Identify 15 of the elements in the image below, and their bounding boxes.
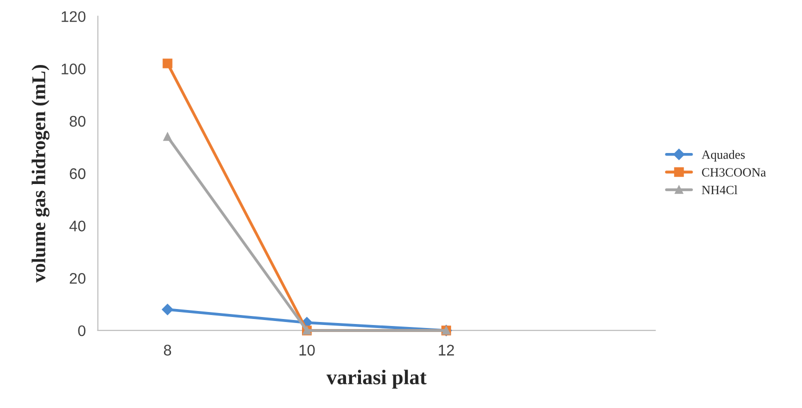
legend-label: Aquades (702, 150, 745, 162)
y-axis-title: volume gas hidrogen (mL) (32, 65, 50, 283)
legend-label: CH3COONa (702, 168, 766, 177)
legend-label: NH4Cl (702, 185, 738, 194)
y-tick-label: 0 (78, 325, 86, 336)
y-tick-label: 20 (70, 272, 86, 284)
x-tick-label: 10 (300, 344, 315, 356)
y-tick-label: 60 (70, 168, 86, 180)
y-tick-label: 100 (62, 64, 86, 74)
x-tick-label: 12 (438, 344, 454, 356)
x-tick-label: 8 (164, 344, 172, 356)
y-tick-label: 80 (70, 116, 86, 127)
x-axis-title: variasi plat (326, 370, 427, 389)
y-tick-label: 120 (62, 11, 86, 22)
y-tick-label: 40 (69, 220, 86, 232)
